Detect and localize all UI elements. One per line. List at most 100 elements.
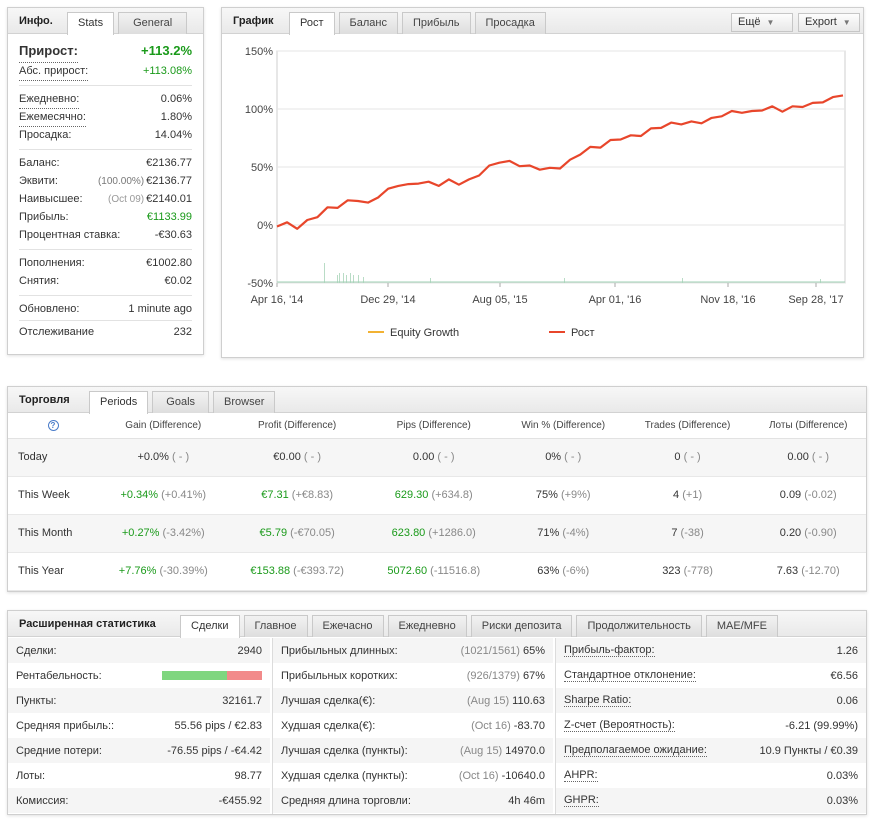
trades-difference: (+1) bbox=[682, 489, 703, 501]
stat-value-wrap: (1021/1561) 65% bbox=[461, 645, 545, 657]
more-dropdown[interactable]: Ещё ▼ bbox=[731, 13, 793, 32]
pips-value: 623.80 bbox=[391, 527, 426, 539]
tab-goals[interactable]: Goals bbox=[152, 391, 210, 413]
monthly-label[interactable]: Ежемесячно: bbox=[19, 108, 86, 127]
withdrawals-row: Снятия: €0.02 bbox=[19, 272, 192, 290]
stat-value-wrap: 55.56 pips / €2.83 bbox=[175, 720, 262, 732]
stat-note: (Aug 15) bbox=[466, 694, 510, 707]
cell-win: 71% (-4%) bbox=[501, 514, 625, 553]
win-value: 0% bbox=[545, 451, 562, 463]
stat-value-wrap: 0.03% bbox=[827, 795, 858, 807]
stat-label: Прибыльных коротких: bbox=[281, 669, 398, 682]
highest-date: (Oct 09) bbox=[107, 194, 145, 205]
stat-value-wrap: (926/1379) 67% bbox=[467, 670, 545, 682]
stat-row: Средняя длина торговли: 4h 46m bbox=[273, 788, 553, 813]
stat-row: Лоты: 98.77 bbox=[8, 763, 270, 788]
abs-growth-label[interactable]: Абс. прирост: bbox=[19, 62, 89, 81]
periods-table: ? Gain (Difference) Profit (Difference) … bbox=[8, 413, 866, 591]
tab-ext-1[interactable]: Главное bbox=[243, 615, 308, 637]
col-gain: Gain (Difference) bbox=[98, 413, 229, 439]
info-header: Инфо. Stats General bbox=[8, 8, 203, 35]
stat-value: 110.63 bbox=[512, 694, 545, 707]
cell-pips: 629.30 (+634.8) bbox=[365, 476, 502, 515]
pips-difference: (-11516.8) bbox=[430, 565, 481, 577]
divider bbox=[19, 149, 192, 150]
x-tick-label: Sep 28, '17 bbox=[788, 294, 843, 306]
cell-profit: €7.31 (+€8.83) bbox=[228, 476, 366, 515]
withdrawals-value: €0.02 bbox=[164, 275, 192, 287]
stat-value: -76.55 pips / -€4.42 bbox=[167, 744, 262, 757]
stat-label[interactable]: Sharpe Ratio: bbox=[564, 694, 632, 707]
stat-row: Худшая сделка(€): (Oct 16) -83.70 bbox=[273, 713, 553, 738]
divider bbox=[19, 85, 192, 86]
cell-pips: 0.00 ( - ) bbox=[365, 438, 502, 477]
stat-label[interactable]: Предполагаемое ожидание: bbox=[564, 744, 707, 757]
tab-stats[interactable]: Stats bbox=[67, 12, 115, 35]
trades-difference: (-38) bbox=[680, 527, 704, 539]
tab-browser[interactable]: Browser bbox=[213, 391, 276, 413]
stat-value-wrap: -76.55 pips / -€4.42 bbox=[167, 745, 262, 757]
equity-row: Эквити: (100.00%) €2136.77 bbox=[19, 172, 192, 190]
period-label: Today bbox=[8, 438, 98, 477]
tab-ext-5[interactable]: Продолжительность bbox=[576, 615, 702, 637]
daily-label[interactable]: Ежедневно: bbox=[19, 90, 80, 109]
tab-balance[interactable]: Баланс bbox=[338, 12, 398, 34]
tab-growth[interactable]: Рост bbox=[289, 12, 335, 35]
stat-row: Средние потери: -76.55 pips / -€4.42 bbox=[8, 738, 270, 763]
table-row: Today +0.0% ( - ) €0.00 ( - ) 0.00 ( - ) 0% … bbox=[8, 438, 866, 477]
stat-label: Худшая сделка (пункты): bbox=[281, 769, 408, 782]
y-tick-label: 150% bbox=[245, 46, 273, 58]
cell-gain: +0.0% ( - ) bbox=[98, 438, 229, 477]
stat-label: Худшая сделка(€): bbox=[281, 719, 376, 732]
volume-bar bbox=[682, 278, 683, 283]
tracking-value: 232 bbox=[173, 326, 192, 338]
volume-bar bbox=[337, 275, 338, 283]
cell-lots: 0.09 (-0.02) bbox=[750, 476, 866, 515]
interest-value: -€30.63 bbox=[154, 229, 192, 241]
stat-row: Средняя прибыль:: 55.56 pips / €2.83 bbox=[8, 713, 270, 738]
profit-difference: (-€393.72) bbox=[293, 565, 344, 577]
legend-label-growth: Рост bbox=[571, 327, 595, 339]
stat-row: Рентабельность: bbox=[8, 663, 270, 688]
tab-ext-4[interactable]: Риски депозита bbox=[470, 615, 573, 637]
stat-label: Лоты: bbox=[16, 769, 46, 782]
info-icon[interactable]: ? bbox=[47, 419, 59, 431]
growth-label[interactable]: Прирост: bbox=[19, 40, 78, 63]
stat-label[interactable]: Прибыль-фактор: bbox=[564, 644, 655, 657]
cell-gain: +0.27% (-3.42%) bbox=[98, 514, 229, 553]
stat-label: Пункты: bbox=[16, 694, 57, 707]
profitability-bar-loss bbox=[227, 671, 262, 680]
tab-ext-2[interactable]: Ежечасно bbox=[311, 615, 384, 637]
growth-row: Прирост: +113.2% bbox=[19, 40, 192, 63]
win-difference: ( - ) bbox=[564, 451, 582, 463]
tab-periods[interactable]: Periods bbox=[89, 391, 149, 414]
tab-ext-0[interactable]: Сделки bbox=[180, 615, 240, 638]
tab-drawdown[interactable]: Просадка bbox=[474, 12, 546, 34]
tab-profit[interactable]: Прибыль bbox=[401, 12, 471, 34]
volume-bar bbox=[339, 273, 340, 283]
stat-label[interactable]: Z-счет (Вероятность): bbox=[564, 719, 675, 732]
stat-label: Сделки: bbox=[16, 644, 57, 657]
stat-value: 4h 46m bbox=[508, 794, 545, 807]
win-difference: (-6%) bbox=[562, 565, 590, 577]
tab-general[interactable]: General bbox=[118, 12, 188, 34]
x-tick-label: Aug 05, '15 bbox=[472, 294, 527, 306]
stat-value: 2940 bbox=[237, 644, 262, 657]
equity-label: Эквити: bbox=[19, 175, 58, 187]
stat-label[interactable]: AHPR: bbox=[564, 769, 598, 782]
cell-profit: €5.79 (-€70.05) bbox=[228, 514, 366, 553]
stat-label: Средняя длина торговли: bbox=[281, 794, 411, 807]
lots-difference: (-0.90) bbox=[804, 527, 837, 539]
stat-label[interactable]: GHPR: bbox=[564, 794, 599, 807]
volume-bar bbox=[363, 277, 364, 283]
stat-label[interactable]: Стандартное отклонение: bbox=[564, 669, 696, 682]
gain-difference: ( - ) bbox=[172, 451, 190, 463]
stat-value-wrap: €6.56 bbox=[830, 670, 858, 682]
tab-ext-3[interactable]: Ежедневно bbox=[387, 615, 467, 637]
gain-value: +0.27% bbox=[121, 527, 160, 539]
stat-row: GHPR: 0.03% bbox=[556, 788, 866, 813]
tab-ext-6[interactable]: MAE/MFE bbox=[705, 615, 778, 637]
export-dropdown[interactable]: Export ▼ bbox=[798, 13, 860, 32]
cell-pips: 623.80 (+1286.0) bbox=[365, 514, 502, 553]
stat-note: (Aug 15) bbox=[460, 744, 503, 757]
